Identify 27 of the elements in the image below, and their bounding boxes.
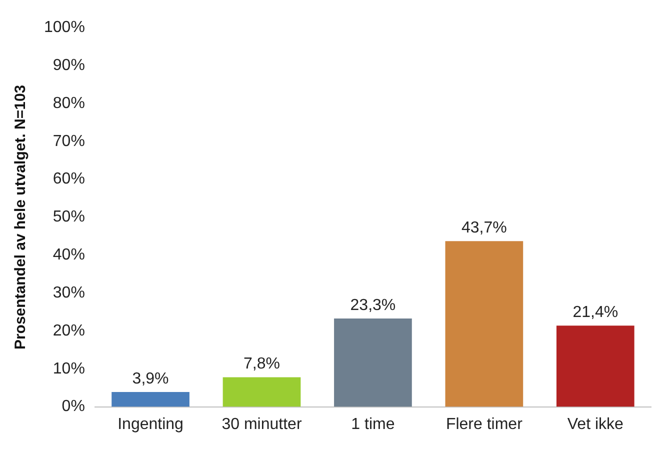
data-label: 7,8% <box>244 356 280 373</box>
data-label: 23,3% <box>350 296 396 314</box>
y-tick-label: 30% <box>52 284 85 302</box>
y-tick-label: 50% <box>52 208 85 226</box>
bar <box>556 326 634 407</box>
x-tick-label: Vet ikke <box>567 416 624 433</box>
data-label: 3,9% <box>132 370 169 388</box>
data-label: 43,7% <box>461 219 507 236</box>
y-tick-label: 20% <box>52 322 85 340</box>
y-tick-label: 70% <box>52 132 85 150</box>
y-tick-label: 90% <box>52 56 85 74</box>
data-label: 21,4% <box>572 304 618 322</box>
y-tick-label: 80% <box>52 94 85 112</box>
x-tick-label: Ingenting <box>118 416 184 433</box>
x-tick-label: 1 time <box>351 416 395 433</box>
bar <box>112 392 190 407</box>
bar <box>445 241 524 407</box>
y-axis-title: Prosentandel av hele utvalget. N=103 <box>12 84 30 350</box>
bar <box>334 318 412 407</box>
y-tick-label: 10% <box>52 360 85 378</box>
y-tick-label: 0% <box>62 398 85 416</box>
x-tick-label: Flere timer <box>446 416 524 433</box>
y-tick-label: 40% <box>52 246 85 264</box>
y-tick-label: 100% <box>44 19 85 36</box>
x-tick-label: 30 minutter <box>222 416 302 433</box>
y-tick-label: 60% <box>52 170 85 188</box>
bar <box>222 377 301 407</box>
